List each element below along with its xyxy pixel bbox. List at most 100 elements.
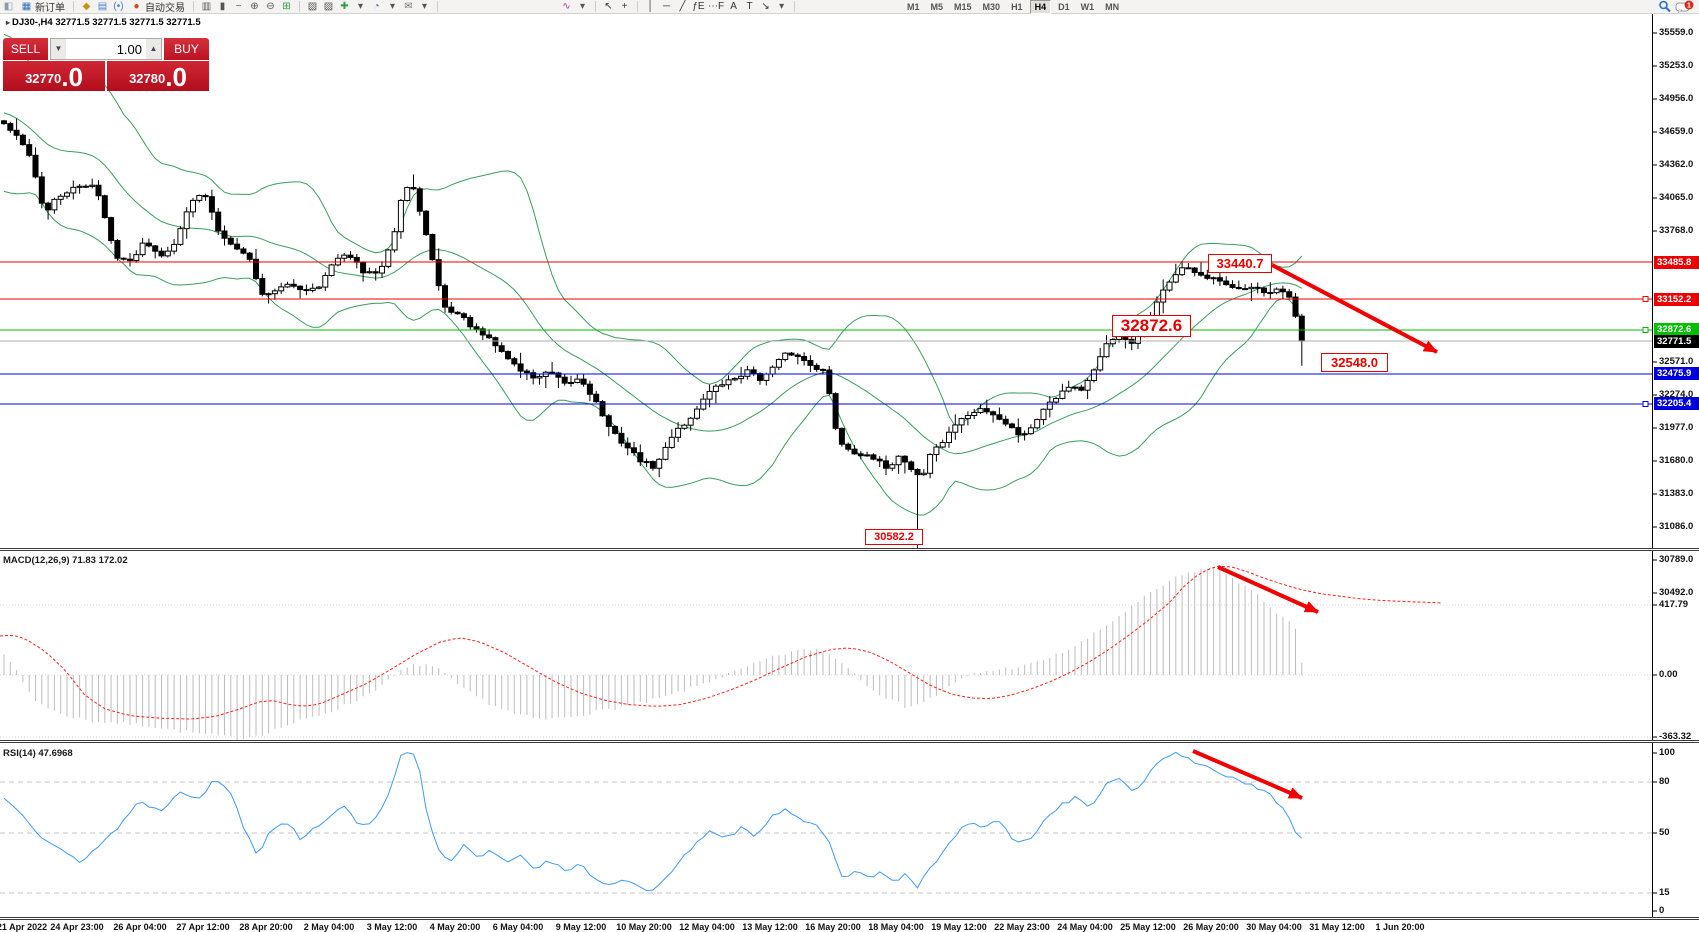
volume-decrease-button[interactable]: ▼: [51, 39, 66, 59]
price-annotation-33440.7[interactable]: 33440.7: [1208, 254, 1272, 273]
tile-windows-icon[interactable]: ⊞: [282, 1, 291, 12]
price-annotation-30582.2[interactable]: 30582.2: [865, 529, 923, 545]
line-chart-icon[interactable]: ~: [235, 1, 242, 12]
arrows-icon[interactable]: ↘: [761, 1, 770, 12]
horizontal-line-icon[interactable]: ─: [662, 1, 671, 12]
mail-caret-icon[interactable]: ▾: [421, 1, 428, 12]
timeframe-M1[interactable]: M1: [907, 1, 920, 12]
auto-trading-button-icon: ●: [133, 1, 140, 12]
timeframe-M5[interactable]: M5: [930, 1, 944, 12]
crosshair-icon[interactable]: +: [621, 1, 628, 12]
rsi-pane-divider[interactable]: [0, 740, 1699, 743]
rsi-downtrend-arrow[interactable]: [1192, 749, 1303, 800]
timeframe-MN[interactable]: MN: [1105, 1, 1120, 12]
new-chart-icon[interactable]: ✚: [340, 1, 349, 12]
trendline-icon[interactable]: ╱: [679, 1, 686, 12]
price-tick-label: 34065.0: [1659, 192, 1694, 203]
profiles-icon[interactable]: ▨: [323, 1, 334, 12]
macd-pane-divider[interactable]: [0, 548, 1699, 551]
text-label-icon[interactable]: T: [746, 1, 753, 12]
volume-increase-button[interactable]: ▲: [146, 39, 161, 59]
line-handle[interactable]: [1642, 401, 1649, 407]
indicators-icon[interactable]: ∿: [562, 1, 571, 12]
price-tick-label: 33768.0: [1659, 225, 1694, 236]
elliott-wave-icon[interactable]: ƒE: [692, 1, 705, 12]
chart-symbol-period: DJ30-,H4: [12, 17, 53, 28]
time-axis-divider: [0, 917, 1699, 920]
timeframe-D1[interactable]: D1: [1058, 1, 1070, 12]
one-click-trading-panel: SELL ▼ ▲ BUY 32770.0 32780.0: [3, 38, 209, 91]
main-chart-pane[interactable]: [0, 33, 1652, 583]
bollinger-lower-band: [3, 190, 1303, 516]
macd-pane[interactable]: [0, 565, 1652, 741]
time-axis-label: 28 Apr 20:00: [239, 922, 293, 932]
timeframe-W1[interactable]: W1: [1080, 1, 1095, 12]
indicators-caret-icon[interactable]: ▾: [579, 1, 586, 12]
toolbar-separator: [794, 1, 796, 12]
new-order-button-label: 新订单: [35, 3, 65, 14]
time-axis-label: 24 Apr 23:00: [50, 922, 104, 932]
buy-button[interactable]: BUY: [164, 38, 209, 60]
macd-downtrend-arrow[interactable]: [1217, 565, 1319, 614]
signals-icon[interactable]: (•): [113, 1, 124, 12]
price-tick-label: 32274.0: [1659, 389, 1694, 400]
marketwatch-icon[interactable]: ◆: [82, 1, 91, 12]
line-handle[interactable]: [1642, 327, 1649, 333]
chart-title: ▸ DJ30-,H4 32771.5 32771.5 32771.5 32771.…: [6, 17, 201, 28]
macd-signal-line: [0, 566, 1443, 720]
zoom-in-icon[interactable]: ⊕: [250, 1, 259, 12]
time-axis-label: 12 May 04:00: [679, 922, 735, 932]
rsi-axis-label: 15: [1659, 887, 1670, 898]
rsi-axis-label: 0: [1659, 905, 1665, 916]
partial-toolbar-icon[interactable]: ◧: [3, 1, 14, 12]
price-tick-label: 32571.0: [1659, 356, 1694, 367]
timeframe-H4[interactable]: H4: [1029, 0, 1052, 14]
timeframe-M15[interactable]: M15: [954, 1, 972, 12]
time-axis-label: 1 Jun 20:00: [1375, 922, 1425, 932]
arrows-caret-icon[interactable]: ▾: [779, 1, 785, 12]
toolbar-separator: [299, 1, 300, 12]
sell-price[interactable]: 32770.0: [3, 61, 105, 91]
fibonacci-icon[interactable]: ⋯F: [708, 1, 725, 12]
zoom-out-icon[interactable]: ⊖: [266, 1, 275, 12]
timeframe-M30[interactable]: M30: [982, 1, 1001, 12]
period-caret-icon[interactable]: ▾: [389, 1, 396, 12]
cursor-icon[interactable]: ↖: [604, 1, 613, 12]
price-annotation-32872.6[interactable]: 32872.6: [1112, 315, 1191, 337]
new-order-button[interactable]: ▦ 新订单: [18, 0, 67, 14]
rsi-pane[interactable]: [0, 749, 1652, 894]
period-icon[interactable]: ◔: [373, 1, 380, 12]
toolbar-timeframes-group: M1 M5 M15 M30 H1 H4 D1 W1 MN: [903, 0, 1123, 14]
price-annotation-32548.0[interactable]: 32548.0: [1321, 353, 1388, 372]
time-axis-label: 16 May 20:00: [805, 922, 861, 932]
bollinger-middle-band: [3, 112, 1303, 455]
auto-trading-button[interactable]: ● 自动交易: [128, 0, 187, 14]
timeframe-H1[interactable]: H1: [1011, 1, 1023, 12]
line-handle[interactable]: [1642, 296, 1649, 302]
text-icon[interactable]: A: [730, 1, 737, 12]
time-axis-label: 4 May 20:00: [429, 922, 481, 932]
buy-price[interactable]: 32780.0: [107, 61, 209, 91]
candlestick-chart-icon[interactable]: ▮: [219, 1, 226, 12]
auto-trading-button-label: 自动交易: [145, 3, 185, 14]
data-window-icon[interactable]: ▤: [97, 1, 108, 12]
volume-input[interactable]: [66, 39, 146, 59]
bar-chart-icon[interactable]: ▥: [201, 1, 212, 12]
toolbar-separator: [437, 1, 438, 12]
candles: [1, 118, 1305, 549]
downtrend-arrow[interactable]: [1271, 263, 1438, 354]
sell-button[interactable]: SELL: [3, 38, 48, 60]
chart-ohlc-quotes: 32771.5 32771.5 32771.5 32771.5: [55, 17, 201, 28]
time-axis-label: 30 May 04:00: [1246, 922, 1302, 932]
templates-icon[interactable]: ▧: [307, 1, 318, 12]
search-icon[interactable]: [1658, 0, 1672, 13]
chat-icon[interactable]: 1: [1675, 0, 1695, 14]
new-chart-caret-icon[interactable]: ▾: [357, 1, 364, 12]
time-axis-label: 27 Apr 12:00: [176, 922, 230, 932]
time-axis-label: 26 Apr 04:00: [113, 922, 167, 932]
mail-icon[interactable]: ✉: [404, 1, 413, 12]
rsi-axis-label: 50: [1659, 827, 1670, 838]
vertical-line-icon[interactable]: │: [647, 1, 654, 12]
